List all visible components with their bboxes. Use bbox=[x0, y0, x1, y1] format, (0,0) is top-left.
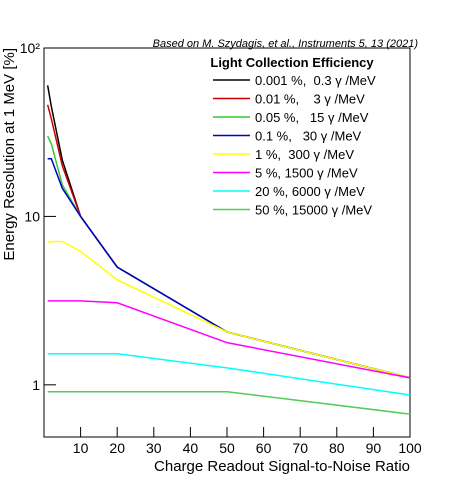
x-tick-label: 10 bbox=[73, 440, 89, 456]
series-line bbox=[46, 104, 411, 379]
legend-label: 0.001 %, 0.3 γ /MeV bbox=[255, 73, 376, 88]
x-tick-label: 50 bbox=[219, 440, 235, 456]
legend-label: 1 %, 300 γ /MeV bbox=[255, 147, 354, 162]
x-tick-label: 90 bbox=[366, 440, 382, 456]
legend-title: Light Collection Efficiency bbox=[210, 55, 374, 70]
x-tick-label: 30 bbox=[146, 440, 162, 456]
y-tick-label: 1 bbox=[32, 377, 40, 393]
series-line bbox=[47, 390, 411, 415]
legend-label: 0.05 %, 15 γ /MeV bbox=[255, 110, 369, 125]
x-tick-label: 100 bbox=[398, 440, 422, 456]
y-tick-label: 10 bbox=[24, 208, 40, 224]
legend-label: 50 %, 15000 γ /MeV bbox=[255, 203, 372, 218]
x-tick-label: 20 bbox=[109, 440, 125, 456]
legend-label: 20 %, 6000 γ /MeV bbox=[255, 184, 365, 199]
y-axis-label: Energy Resolution at 1 MeV [%] bbox=[1, 48, 18, 261]
legend-label: 0.01 %, 3 γ /MeV bbox=[255, 92, 365, 107]
x-tick-label: 70 bbox=[292, 440, 308, 456]
legend-label: 0.1 %, 30 γ /MeV bbox=[255, 129, 362, 144]
x-tick-label: 60 bbox=[256, 440, 272, 456]
y-tick-label: 10² bbox=[20, 40, 41, 56]
series-line bbox=[47, 240, 411, 379]
x-tick-label: 80 bbox=[329, 440, 345, 456]
x-axis-label: Charge Readout Signal-to-Noise Ratio bbox=[154, 458, 410, 475]
series-line bbox=[47, 300, 411, 379]
legend-label: 5 %, 1500 γ /MeV bbox=[255, 166, 358, 181]
series-line bbox=[47, 352, 411, 396]
x-tick-label: 40 bbox=[183, 440, 199, 456]
annotation: Based on M. Szydagis, et al., Instrument… bbox=[153, 38, 419, 50]
